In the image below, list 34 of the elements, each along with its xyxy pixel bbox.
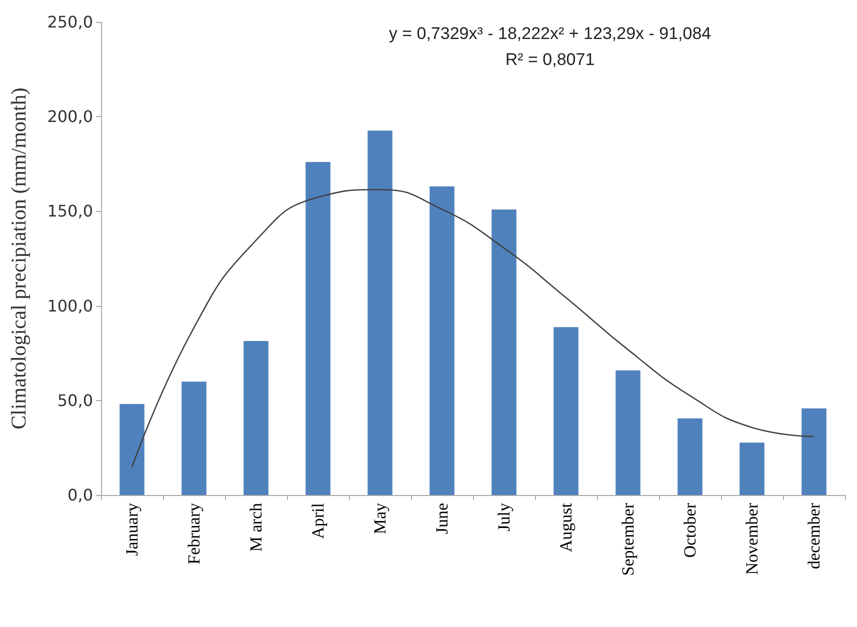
y-tick-label: 0,0 <box>68 486 93 504</box>
y-axis-title: Climatological precipiation (mm/month) <box>6 88 30 430</box>
y-tick-label: 150,0 <box>47 202 93 221</box>
bar <box>616 370 640 495</box>
y-tick-label: 200,0 <box>47 107 93 126</box>
bar <box>306 162 330 495</box>
bar <box>740 442 764 495</box>
x-tick-label: September <box>618 502 638 576</box>
x-tick-label: december <box>804 502 824 570</box>
annotation: R² = 0,8071 <box>505 50 595 69</box>
x-tick-label: M arch <box>246 502 266 552</box>
annotation: y = 0,7329x³ - 18,222x² + 123,29x - 91,084 <box>388 24 712 43</box>
x-tick-label: April <box>308 502 328 539</box>
x-tick-label: October <box>680 502 700 558</box>
x-tick-label: July <box>494 502 514 532</box>
x-tick-label: May <box>370 502 390 534</box>
bar <box>678 418 702 495</box>
x-tick-label: February <box>184 502 204 564</box>
y-tick-label: 100,0 <box>47 296 93 316</box>
line-series <box>131 188 815 468</box>
x-tick-label: November <box>742 502 762 575</box>
bar <box>120 404 144 495</box>
bar <box>244 340 268 495</box>
y-tick-label: 50,0 <box>57 390 93 410</box>
x-tick-label: January <box>122 502 142 556</box>
bar <box>492 209 516 495</box>
bar <box>182 382 206 495</box>
x-tick-label: August <box>556 502 576 552</box>
bar <box>802 408 826 495</box>
y-tick-label: 250,0 <box>47 12 93 32</box>
bar <box>430 186 454 495</box>
x-tick-label: June <box>432 503 452 534</box>
bar <box>368 130 392 495</box>
bar <box>554 327 578 495</box>
